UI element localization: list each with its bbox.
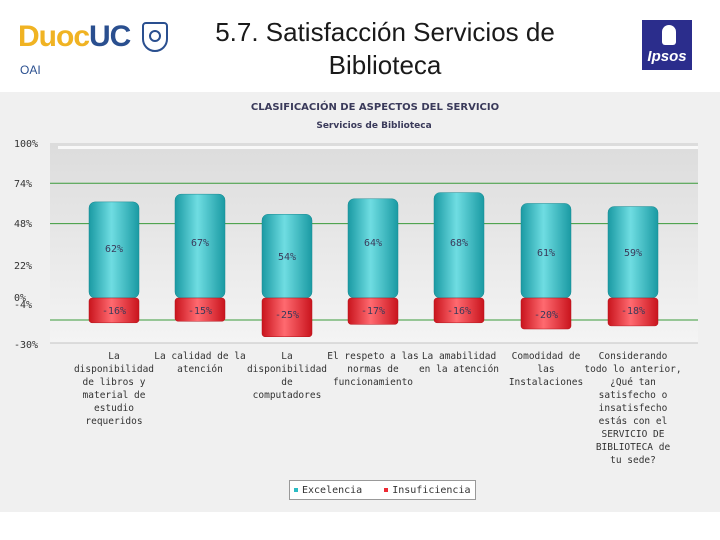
x-tick-label: SERVICIO DE xyxy=(602,429,665,440)
uc-seal-icon xyxy=(142,22,168,52)
data-label-insuficiencia: -18% xyxy=(621,306,645,317)
duocuc-logo: DuocUC xyxy=(18,20,131,53)
x-tick-label: BIBLIOTECA de xyxy=(596,442,671,453)
legend-swatch-excelencia xyxy=(294,488,298,492)
legend-item-excelencia: Excelencia xyxy=(294,485,362,496)
chart-subtitle: Servicios de Biblioteca xyxy=(316,121,431,131)
x-tick-label: insatisfecho xyxy=(599,403,668,414)
x-tick-label: funcionamiento xyxy=(333,377,413,388)
x-tick-label: La xyxy=(281,351,292,362)
x-tick-label: atención xyxy=(177,364,223,375)
x-tick-label: material de xyxy=(83,390,146,401)
data-label-excelencia: 62% xyxy=(105,244,123,255)
x-tick-label: computadores xyxy=(253,390,322,401)
logo-duoc-text: Duoc xyxy=(18,20,90,53)
data-label-insuficiencia: -16% xyxy=(102,306,126,317)
oai-label: OAI xyxy=(20,63,41,77)
x-tick-label: estudio xyxy=(94,403,134,414)
bar-insuficiencia xyxy=(88,297,140,324)
data-label-insuficiencia: -17% xyxy=(361,306,385,317)
bar-insuficiencia xyxy=(174,297,226,322)
data-label-excelencia: 59% xyxy=(624,248,642,259)
x-tick-label: La xyxy=(108,351,119,362)
x-tick-label: de libros y xyxy=(83,377,146,388)
x-tick-label: de xyxy=(281,377,293,388)
x-tick-label: disponibilidad xyxy=(74,364,154,375)
data-label-excelencia: 64% xyxy=(364,238,382,249)
bar-insuficiencia xyxy=(433,297,485,324)
x-tick-label: La amabilidad xyxy=(422,351,496,362)
y-tick-label: -30% xyxy=(14,340,38,351)
y-tick-label: 100% xyxy=(14,139,38,150)
bar-insuficiencia xyxy=(520,297,572,330)
x-tick-label: normas de xyxy=(347,364,399,375)
data-label-excelencia: 68% xyxy=(450,238,468,249)
ipsos-logo: Ipsos xyxy=(642,20,692,70)
bar-insuficiencia xyxy=(607,297,659,327)
y-tick-label: 0% xyxy=(14,293,26,304)
chart-legend: Excelencia Insuficiencia xyxy=(289,480,476,500)
data-label-insuficiencia: -15% xyxy=(188,306,212,317)
legend-label-excelencia: Excelencia xyxy=(302,484,363,496)
x-tick-label: disponibilidad xyxy=(247,364,327,375)
data-label-insuficiencia: -20% xyxy=(534,310,558,321)
x-tick-label: todo lo anterior, xyxy=(584,364,681,375)
y-tick-label: -4% xyxy=(14,300,32,311)
plot-highlight xyxy=(58,146,698,149)
bar-insuficiencia xyxy=(261,297,313,337)
x-tick-label: El respeto a las xyxy=(327,351,419,362)
y-tick-label: 74% xyxy=(14,179,32,190)
logo-uc-text: UC xyxy=(89,20,131,53)
x-tick-label: Instalaciones xyxy=(509,377,583,388)
x-tick-label: ¿Qué tan xyxy=(610,377,656,388)
data-label-insuficiencia: -16% xyxy=(447,306,471,317)
data-label-excelencia: 54% xyxy=(278,252,296,263)
x-tick-label: tu sede? xyxy=(610,455,656,466)
x-tick-label: requeridos xyxy=(85,416,142,427)
page-title-line-2: Biblioteca xyxy=(328,50,442,80)
data-label-insuficiencia: -25% xyxy=(275,310,299,321)
x-tick-label: las xyxy=(537,364,554,375)
legend-label-insuficiencia: Insuficiencia xyxy=(392,484,471,496)
x-tick-label: estás con el xyxy=(599,416,668,427)
bar-insuficiencia xyxy=(347,297,399,325)
x-tick-label: en la atención xyxy=(419,364,499,375)
x-tick-label: Comodidad de xyxy=(512,351,581,362)
x-tick-label: La calidad de la xyxy=(154,351,246,362)
y-tick-label: 48% xyxy=(14,219,32,230)
page-title-line-1: 5.7. Satisfacción Servicios de xyxy=(215,17,555,47)
data-label-excelencia: 67% xyxy=(191,238,209,249)
x-tick-label: Considerando xyxy=(599,351,668,362)
legend-item-insuficiencia: Insuficiencia xyxy=(384,484,471,496)
x-tick-label: satisfecho o xyxy=(599,390,668,401)
page-title: 5.7. Satisfacción Servicios de Bibliotec… xyxy=(200,16,570,82)
y-tick-label: 22% xyxy=(14,261,32,272)
legend-swatch-insuficiencia xyxy=(384,488,389,492)
chart-title: CLASIFICACIÓN DE ASPECTOS DEL SERVICIO xyxy=(251,100,499,113)
data-label-excelencia: 61% xyxy=(537,248,555,259)
